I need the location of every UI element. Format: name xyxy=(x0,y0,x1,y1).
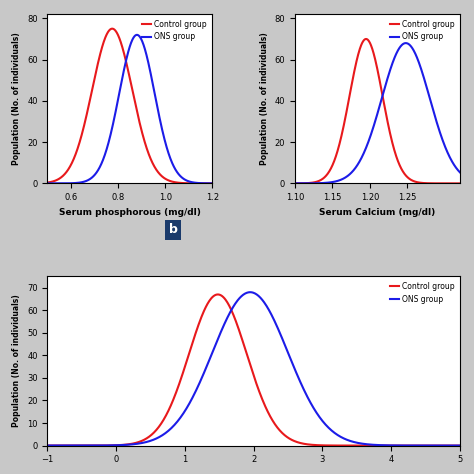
Y-axis label: Population (No. of individuals): Population (No. of individuals) xyxy=(260,32,269,165)
Y-axis label: Population (No. of individuals): Population (No. of individuals) xyxy=(12,32,21,165)
ONS group xyxy=(271,181,276,186)
Control group xyxy=(290,438,296,443)
ONS group xyxy=(255,181,260,186)
Line: Control group: Control group xyxy=(257,39,474,183)
ONS group xyxy=(403,40,409,46)
Legend: Control group, ONS group: Control group, ONS group xyxy=(388,18,456,43)
ONS group xyxy=(303,391,309,396)
Control group xyxy=(156,171,162,176)
Control group xyxy=(271,181,276,186)
ONS group xyxy=(233,181,239,186)
Legend: Control group, ONS group: Control group, ONS group xyxy=(141,18,209,43)
Control group xyxy=(454,181,460,186)
ONS group xyxy=(414,55,420,60)
Control group xyxy=(303,441,309,447)
ONS group xyxy=(422,78,428,84)
Control group xyxy=(363,36,369,42)
ONS group xyxy=(34,181,40,186)
ONS group xyxy=(317,415,323,421)
ONS group xyxy=(204,181,210,186)
ONS group xyxy=(150,82,155,87)
Control group xyxy=(21,181,27,186)
Line: ONS group: ONS group xyxy=(13,292,474,446)
ONS group xyxy=(156,113,162,119)
Control group xyxy=(40,443,46,448)
Control group xyxy=(34,181,40,186)
Control group xyxy=(422,180,428,186)
ONS group xyxy=(425,443,431,448)
Control group xyxy=(233,181,239,186)
Control group xyxy=(425,443,431,448)
Line: ONS group: ONS group xyxy=(24,35,236,183)
ONS group xyxy=(145,55,150,61)
ONS group xyxy=(407,43,413,48)
Control group xyxy=(109,26,115,31)
Y-axis label: Population (No. of individuals): Population (No. of individuals) xyxy=(12,295,21,428)
X-axis label: Serum Calcium (mg/dl): Serum Calcium (mg/dl) xyxy=(319,208,436,217)
ONS group xyxy=(290,362,296,368)
Line: Control group: Control group xyxy=(24,28,236,183)
ONS group xyxy=(10,443,16,448)
X-axis label: Serum phosphorous (mg/dl): Serum phosphorous (mg/dl) xyxy=(59,208,201,217)
Line: ONS group: ONS group xyxy=(257,43,474,183)
Control group xyxy=(407,176,413,182)
ONS group xyxy=(376,442,382,448)
Control group xyxy=(150,161,155,166)
Text: b: b xyxy=(169,223,177,237)
Control group xyxy=(204,181,210,186)
Control group xyxy=(145,147,150,153)
Control group xyxy=(376,443,382,448)
Control group xyxy=(182,180,188,186)
ONS group xyxy=(454,166,460,172)
ONS group xyxy=(40,443,46,448)
Legend: Control group, ONS group: Control group, ONS group xyxy=(388,280,456,305)
Line: Control group: Control group xyxy=(13,294,474,446)
ONS group xyxy=(182,177,188,182)
Control group xyxy=(414,179,420,185)
ONS group xyxy=(21,181,27,186)
ONS group xyxy=(247,289,253,295)
ONS group xyxy=(134,32,140,38)
Control group xyxy=(255,181,260,186)
Control group xyxy=(317,442,323,448)
Control group xyxy=(215,292,220,297)
Control group xyxy=(10,443,16,448)
